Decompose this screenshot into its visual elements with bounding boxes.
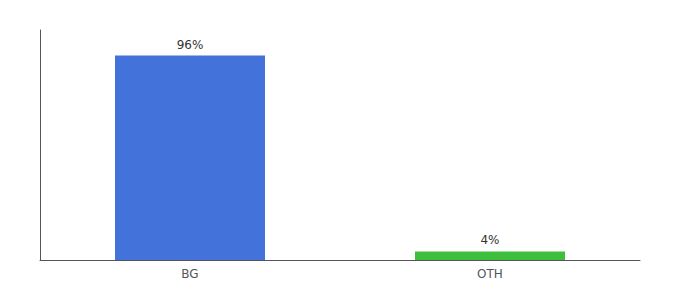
svg-text:OTH: OTH: [477, 267, 503, 281]
svg-text:4%: 4%: [480, 233, 499, 247]
svg-text:96%: 96%: [177, 38, 204, 52]
svg-text:BG: BG: [181, 267, 198, 281]
